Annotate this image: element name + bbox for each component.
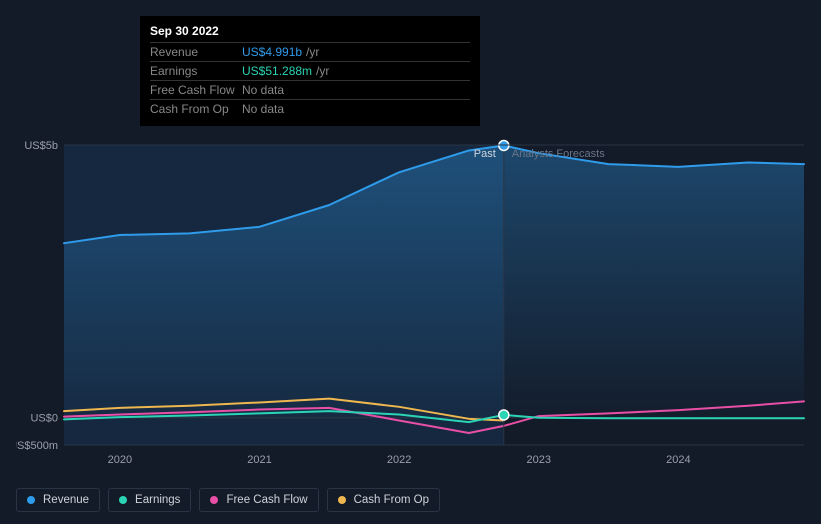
tooltip-row-value: No data (242, 83, 284, 97)
legend-item-label: Free Cash Flow (226, 494, 307, 506)
legend-item-label: Earnings (135, 494, 180, 506)
chart-tooltip: Sep 30 2022 RevenueUS$4.991b/yrEarningsU… (140, 16, 480, 126)
legend-dot-icon (338, 496, 346, 504)
svg-text:2022: 2022 (387, 454, 411, 466)
tooltip-row-unit: /yr (316, 64, 329, 78)
tooltip-row-label: Earnings (150, 64, 242, 78)
tooltip-row-label: Cash From Op (150, 102, 242, 116)
tooltip-row-unit: /yr (306, 45, 319, 59)
svg-text:US$0: US$0 (30, 413, 58, 425)
svg-text:2020: 2020 (108, 454, 132, 466)
legend-dot-icon (210, 496, 218, 504)
tooltip-row-value: No data (242, 102, 284, 116)
chart-legend: Revenue Earnings Free Cash Flow Cash From O… (16, 488, 440, 512)
legend-dot-icon (27, 496, 35, 504)
tooltip-row-label: Free Cash Flow (150, 83, 242, 97)
tooltip-row-value: US$4.991b (242, 45, 302, 59)
legend-item-label: Cash From Op (354, 494, 429, 506)
tooltip-date: Sep 30 2022 (150, 22, 470, 42)
tooltip-row: RevenueUS$4.991b/yr (150, 42, 470, 61)
legend-item[interactable]: Revenue (16, 488, 100, 512)
revenue-earnings-chart: US$5b US$0 -US$500m Past Analysts Forecasts 2… (16, 120, 805, 480)
svg-text:Past: Past (474, 148, 496, 160)
legend-item[interactable]: Earnings (108, 488, 191, 512)
svg-text:Analysts Forecasts: Analysts Forecasts (512, 148, 605, 160)
tooltip-row-value: US$51.288m (242, 64, 312, 78)
tooltip-row: Cash From OpNo data (150, 99, 470, 118)
svg-text:2024: 2024 (666, 454, 690, 466)
svg-text:US$5b: US$5b (24, 140, 58, 152)
svg-text:2023: 2023 (526, 454, 550, 466)
legend-item[interactable]: Free Cash Flow (199, 488, 318, 512)
tooltip-row-label: Revenue (150, 45, 242, 59)
legend-dot-icon (119, 496, 127, 504)
legend-item[interactable]: Cash From Op (327, 488, 440, 512)
tooltip-row: EarningsUS$51.288m/yr (150, 61, 470, 80)
legend-item-label: Revenue (43, 494, 89, 506)
tooltip-row: Free Cash FlowNo data (150, 80, 470, 99)
svg-text:-US$500m: -US$500m (16, 440, 58, 452)
svg-text:2021: 2021 (247, 454, 271, 466)
